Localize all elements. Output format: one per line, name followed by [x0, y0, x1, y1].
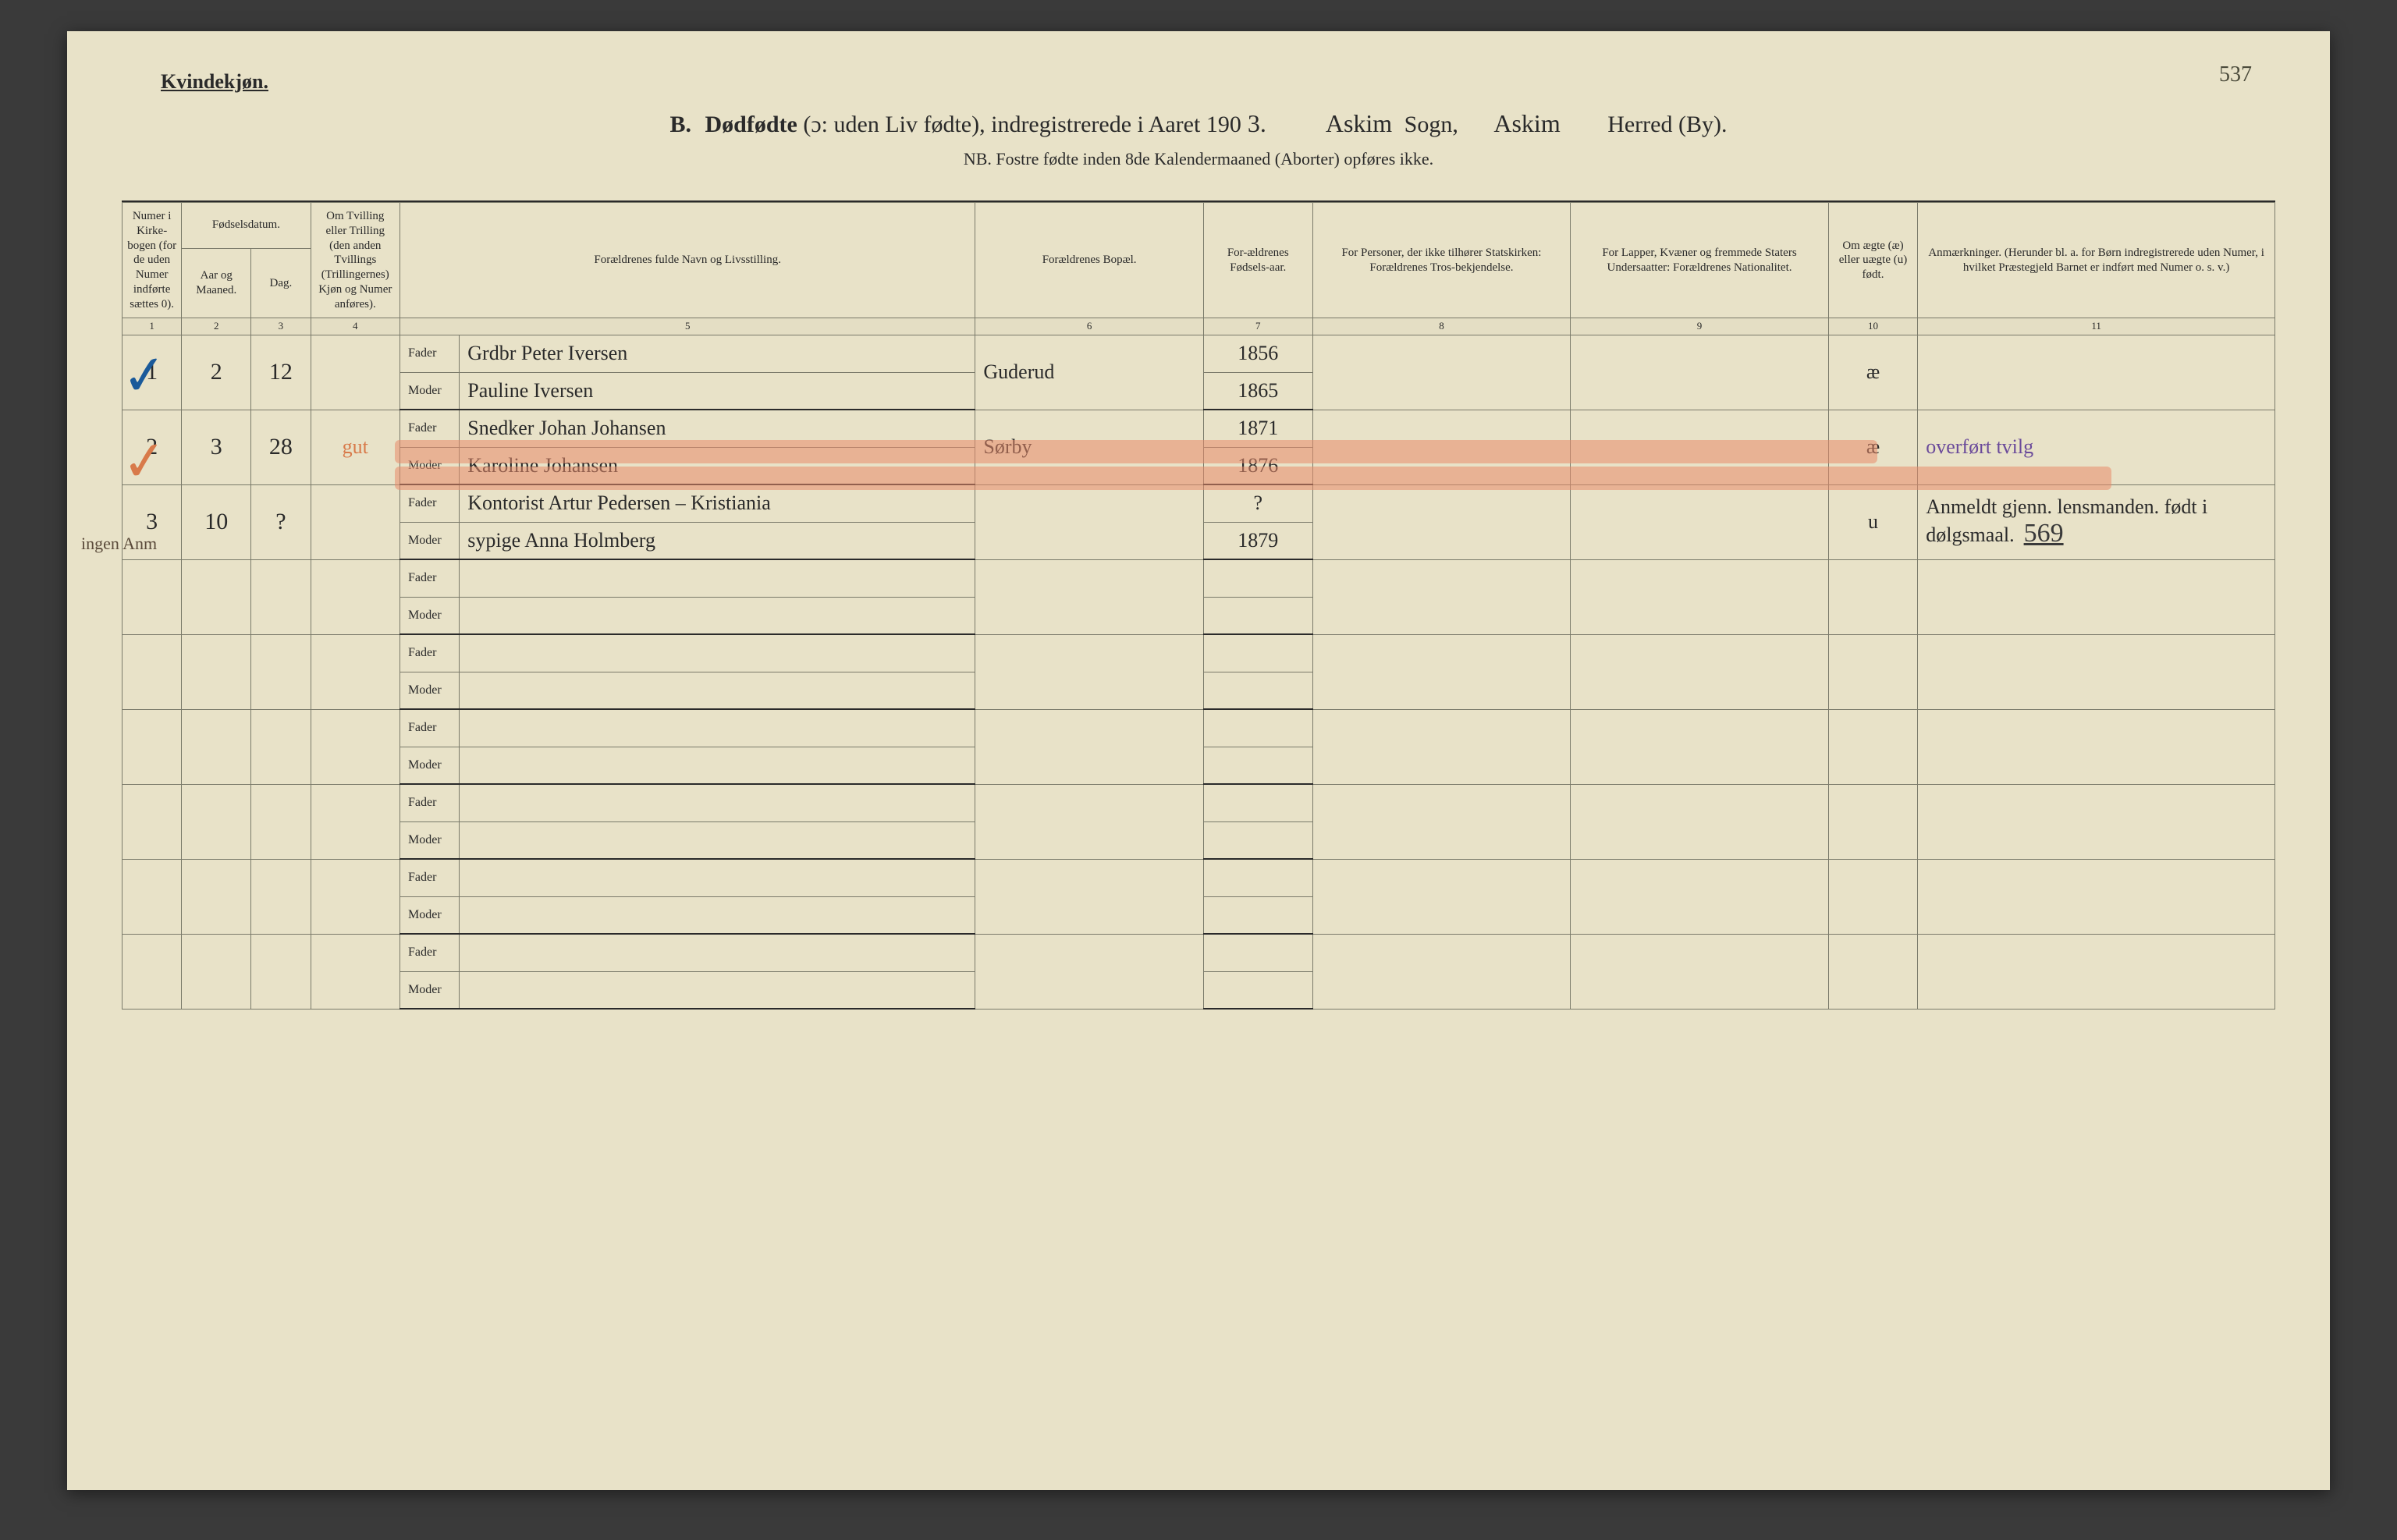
page-subtitle: NB. Fostre fødte inden 8de Kalendermaane…	[122, 149, 2275, 169]
table-body: 1212FaderGrdbr Peter IversenGuderud1856æ…	[123, 335, 2275, 1009]
colnum: 4	[311, 318, 400, 335]
col-header-date: Fødselsdatum.	[182, 203, 311, 249]
colnum: 11	[1918, 318, 2275, 335]
col-header-birthyear: For-ældrenes Fødsels-aar.	[1203, 203, 1312, 318]
col-header-confession: For Personer, der ikke tilhører Statskir…	[1312, 203, 1571, 318]
col-header-legit: Om ægte (æ) eller uægte (u) født.	[1828, 203, 1917, 318]
herred-handwritten: Askim	[1493, 109, 1560, 137]
title-rest: (ɔ: uden Liv fødte), indregistrerede i A…	[803, 112, 1241, 137]
col-header-remarks: Anmærkninger. (Herunder bl. a. for Børn …	[1918, 203, 2275, 318]
table-row: Fader	[123, 559, 2275, 597]
col-header-bopel: Forældrenes Bopæl.	[975, 203, 1203, 318]
col-header-day: Dag.	[251, 248, 311, 318]
table-row: Fader	[123, 784, 2275, 821]
colnum: 10	[1828, 318, 1917, 335]
page-title: B. Dødfødte (ɔ: uden Liv fødte), indregi…	[122, 109, 2275, 138]
colnum: 1	[123, 318, 182, 335]
colnum: 7	[1203, 318, 1312, 335]
margin-note: ingen Anm	[81, 534, 157, 554]
colnum: 3	[251, 318, 311, 335]
col-header-month: Aar og Maaned.	[182, 248, 251, 318]
title-bold: Dødfødte	[705, 112, 797, 137]
title-prefix: B.	[670, 112, 692, 137]
sogn-label: Sogn,	[1404, 112, 1458, 137]
sogn-handwritten: Askim	[1326, 109, 1392, 137]
title-year-suffix: 3.	[1248, 109, 1266, 137]
page-number: 537	[2219, 62, 2252, 87]
table-row: 1212FaderGrdbr Peter IversenGuderud1856æ	[123, 335, 2275, 372]
col-header-num: Numer i Kirke-bogen (for de uden Numer i…	[123, 203, 182, 318]
table-head: Numer i Kirke-bogen (for de uden Numer i…	[123, 203, 2275, 335]
colnum: 5	[400, 318, 975, 335]
table-row: Fader	[123, 859, 2275, 896]
col-header-parents-name: Forældrenes fulde Navn og Livsstilling.	[400, 203, 975, 318]
table-row: Fader	[123, 934, 2275, 971]
table-row: Fader	[123, 634, 2275, 672]
table-row: 310?FaderKontorist Artur Pedersen – Kris…	[123, 484, 2275, 522]
table-row: Fader	[123, 709, 2275, 747]
colnum: 2	[182, 318, 251, 335]
register-page: Kvindekjøn. 537 B. Dødfødte (ɔ: uden Liv…	[67, 31, 2330, 1490]
gender-label: Kvindekjøn.	[161, 70, 268, 94]
register-table: Numer i Kirke-bogen (for de uden Numer i…	[122, 202, 2275, 1010]
col-header-nationality: For Lapper, Kvæner og fremmede Staters U…	[1571, 203, 1829, 318]
blue-check-icon: ✓	[119, 342, 170, 410]
herred-label: Herred (By).	[1607, 112, 1727, 137]
colnum: 6	[975, 318, 1203, 335]
col-header-twin: Om Tvilling eller Trilling (den anden Tv…	[311, 203, 400, 318]
colnum: 9	[1571, 318, 1829, 335]
colnum: 8	[1312, 318, 1571, 335]
register-table-wrap: Numer i Kirke-bogen (for de uden Numer i…	[122, 200, 2275, 1010]
orange-check-icon: ✓	[119, 428, 170, 496]
